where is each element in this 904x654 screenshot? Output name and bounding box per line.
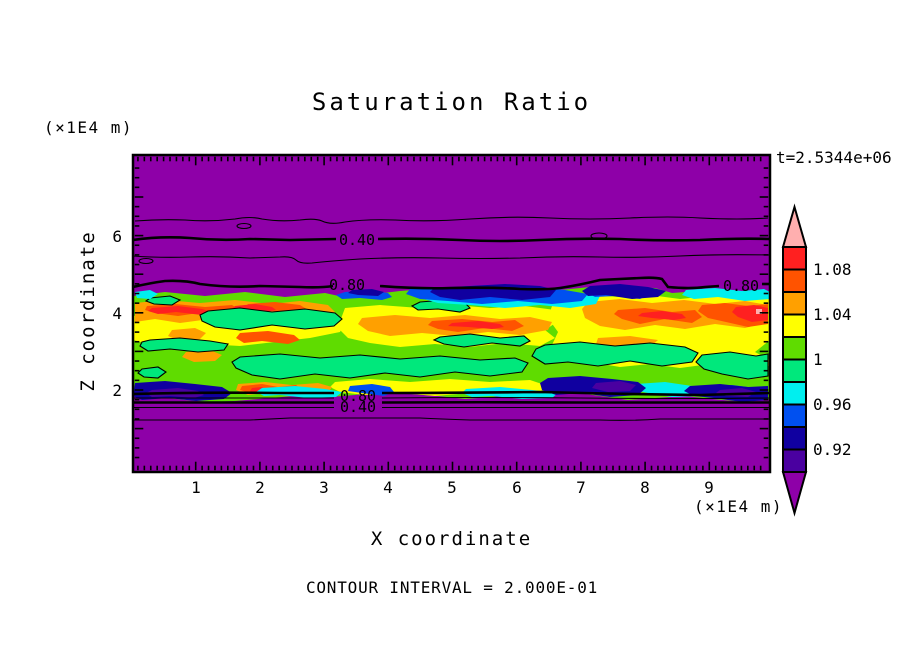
band-pink-spot	[756, 309, 762, 314]
colorbar-segment	[782, 336, 807, 361]
x-axis-unit-label: (×1E4 m)	[693, 497, 783, 516]
z-tick-label-2: 2	[112, 381, 122, 400]
contour-0-60-upper	[133, 254, 770, 264]
plot-frame	[131, 153, 772, 474]
colorbar-segment	[782, 246, 807, 271]
contour-0-20-lowest	[133, 417, 770, 421]
x-tick-label-4: 4	[383, 478, 393, 497]
x-tick-label-3: 3	[319, 478, 329, 497]
colorbar-segment	[782, 381, 807, 406]
x-tick-label-1: 1	[191, 478, 201, 497]
colorbar-arrow-above	[781, 203, 808, 248]
colorbar-segment	[782, 291, 807, 316]
colorbar-segment	[782, 358, 807, 383]
contour-label-080-upper: 0.80	[329, 276, 365, 294]
band-spring-green-regions	[137, 295, 769, 380]
contour-label-040-lower: 0.40	[340, 398, 376, 416]
contour-interval-caption: CONTOUR INTERVAL = 2.000E-01	[305, 578, 599, 597]
colorbar-segment	[782, 313, 807, 338]
contour-0-40-upper-left	[133, 236, 337, 242]
contour-loop-small-3	[138, 257, 154, 265]
x-tick-label-8: 8	[640, 478, 650, 497]
contour-0-80-upper-mid	[379, 276, 720, 291]
timestamp-label: t=2.5344e+06	[776, 148, 892, 167]
colorbar-label-100: 1	[813, 350, 823, 369]
z-axis-unit-label: (×1E4 m)	[44, 118, 134, 137]
contour-0-20-upper	[134, 216, 769, 224]
colorbar-segment	[782, 268, 807, 293]
contour-0-80-lower-a	[133, 391, 334, 396]
contour-0-40-upper-right	[377, 237, 770, 243]
colorbar-label-092: 0.92	[813, 440, 852, 459]
colorbar-segment	[782, 403, 807, 428]
saturation-band	[133, 284, 770, 402]
x-tick-label-5: 5	[447, 478, 457, 497]
contour-label-080-right: 0.80	[723, 277, 759, 295]
x-tick-label-7: 7	[576, 478, 586, 497]
contour-label-080-lower: 0.80	[340, 387, 376, 405]
colorbar-segment	[782, 426, 807, 451]
axis-ticks	[134, 156, 769, 471]
contour-0-60-lower-b	[381, 396, 770, 400]
x-tick-label-2: 2	[255, 478, 265, 497]
contour-label-group: 0.40 0.80 0.80 0.80 0.40	[329, 231, 759, 416]
colorbar-label-108: 1.08	[813, 260, 852, 279]
colorbar-arrow-below	[781, 471, 808, 517]
x-axis-title: X coordinate	[370, 528, 533, 550]
chart-title: Saturation Ratio	[311, 88, 592, 116]
z-tick-label-4: 4	[112, 304, 122, 323]
colorbar	[781, 203, 808, 517]
contour-loop-small-1	[236, 222, 252, 230]
contour-0-80-upper-left	[133, 279, 334, 289]
contour-lines	[133, 216, 770, 421]
contour-0-80-lower-b	[381, 390, 770, 397]
x-tick-label-6: 6	[512, 478, 522, 497]
colorbar-segment	[782, 448, 807, 473]
contour-label-040-upper: 0.40	[339, 231, 375, 249]
colorbar-label-096: 0.96	[813, 395, 852, 414]
x-tick-label-9: 9	[704, 478, 714, 497]
z-tick-label-6: 6	[112, 227, 122, 246]
colorbar-label-104: 1.04	[813, 305, 852, 324]
